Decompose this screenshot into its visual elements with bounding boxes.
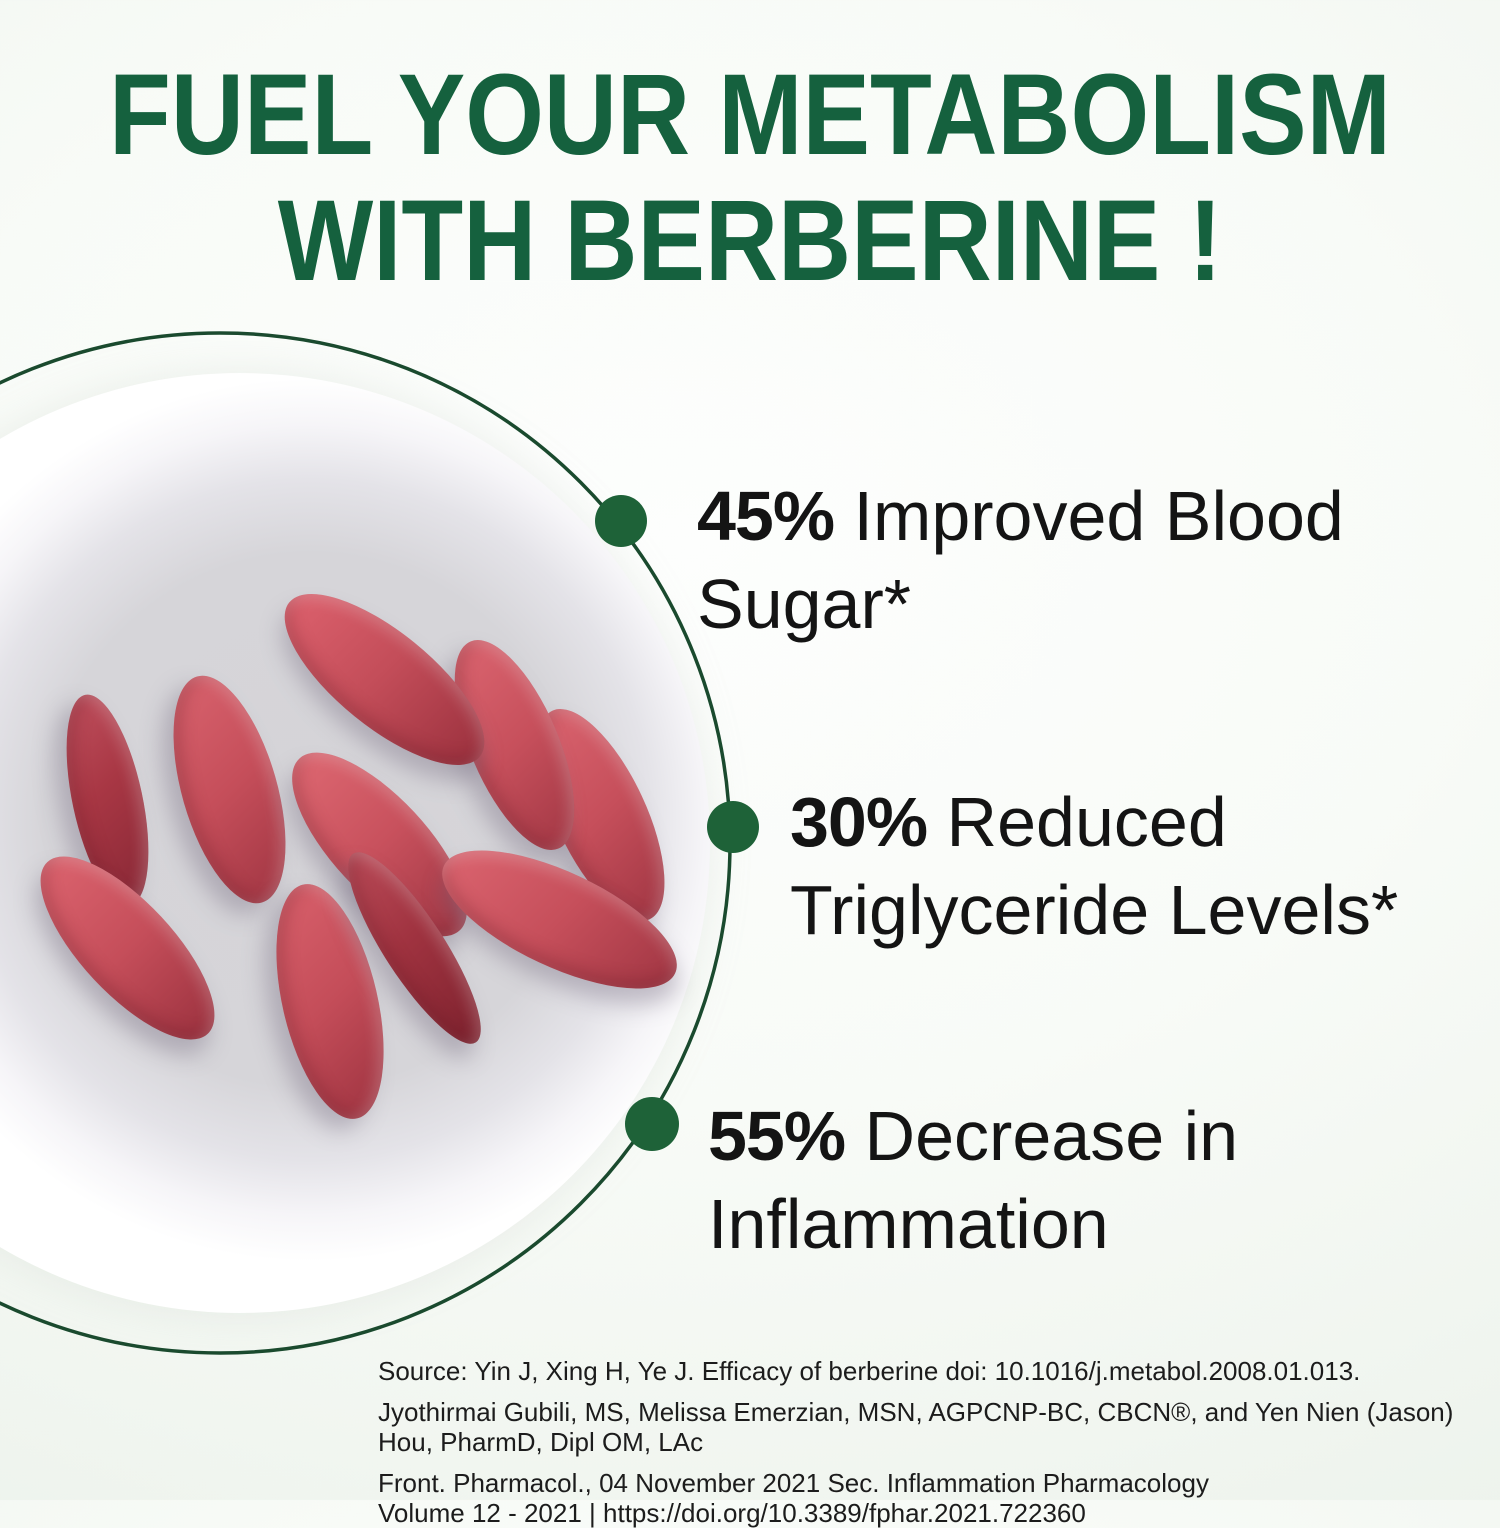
stat-item-inflammation: 55% Decrease in Inflammation bbox=[708, 1092, 1238, 1268]
stat-line: 45% Improved Blood bbox=[697, 472, 1344, 560]
citation-doi-url: Volume 12 - 2021 | https://doi.org/10.33… bbox=[378, 1498, 1086, 1528]
stat-line: 30% Reduced bbox=[790, 778, 1398, 866]
stat-label: Improved Blood bbox=[834, 477, 1344, 555]
page-title: FUEL YOUR METABOLISM WITH BERBERINE ! bbox=[90, 52, 1410, 304]
stat-percentage: 45% bbox=[697, 477, 835, 555]
stat-line: 55% Decrease in bbox=[708, 1092, 1238, 1180]
title-line-1: FUEL YOUR METABOLISM bbox=[109, 51, 1391, 179]
bullet-dot-2 bbox=[707, 801, 759, 853]
citation-journal: Front. Pharmacol., 04 November 2021 Sec.… bbox=[378, 1468, 1209, 1498]
stat-percentage: 30% bbox=[790, 783, 928, 861]
stat-label: Reduced bbox=[927, 783, 1227, 861]
ring-circle bbox=[0, 331, 732, 1355]
title-line-2: WITH BERBERINE ! bbox=[277, 177, 1223, 305]
citation-source: Source: Yin J, Xing H, Ye J. Efficacy of… bbox=[378, 1356, 1361, 1386]
bullet-dot-3 bbox=[625, 1097, 679, 1151]
citation-block: Source: Yin J, Xing H, Ye J. Efficacy of… bbox=[378, 1356, 1488, 1528]
stat-label: Decrease in bbox=[845, 1097, 1239, 1175]
bullet-dot-1 bbox=[595, 495, 647, 547]
stat-item-triglycerides: 30% Reduced Triglyceride Levels* bbox=[790, 778, 1398, 954]
citation-authors: Jyothirmai Gubili, MS, Melissa Emerzian,… bbox=[378, 1397, 1454, 1457]
stat-line: Inflammation bbox=[708, 1185, 1109, 1263]
stat-item-blood-sugar: 45% Improved Blood Sugar* bbox=[697, 472, 1344, 648]
stat-percentage: 55% bbox=[708, 1097, 846, 1175]
stat-line: Sugar* bbox=[697, 565, 912, 643]
stat-line: Triglyceride Levels* bbox=[790, 871, 1399, 949]
